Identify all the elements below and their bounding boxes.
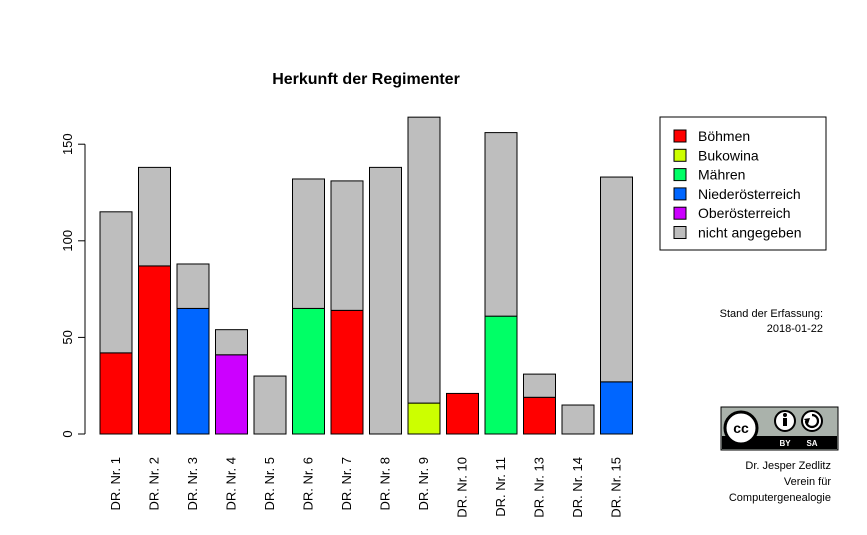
bar-segment	[484, 132, 518, 317]
x-tick-label: DR. Nr. 13	[532, 457, 547, 518]
x-tick-label: DR. Nr. 15	[609, 457, 624, 518]
legend-label: Oberösterreich	[698, 205, 791, 221]
bar-segment	[330, 180, 364, 311]
bar-segment	[176, 307, 210, 435]
bar-segment	[99, 352, 133, 435]
bar-segment	[407, 402, 441, 435]
bar-segment	[561, 404, 595, 435]
by-label: BY	[779, 439, 791, 448]
x-tick-label: DR. Nr. 14	[570, 457, 585, 518]
bar-segment	[138, 166, 171, 267]
author-annotation: Dr. Jesper Zedlitz Verein für Computerge…	[729, 460, 831, 504]
bar-segment	[369, 166, 402, 435]
bar-segment	[407, 116, 441, 404]
x-tick-label: DR. Nr. 9	[416, 457, 431, 510]
x-tick-label: DR. Nr. 1	[108, 457, 123, 510]
bar-segment	[176, 263, 210, 309]
x-axis-labels: DR. Nr. 1 DR. Nr. 2 DR. Nr. 3 DR. Nr. 4 DR. …	[108, 457, 624, 518]
bar-segment	[138, 265, 171, 435]
bar-segment	[446, 392, 479, 435]
x-tick-label: DR. Nr. 8	[378, 457, 393, 510]
bar-segment	[600, 176, 633, 383]
x-tick-label: DR. Nr. 4	[224, 457, 239, 510]
legend-swatch	[673, 226, 687, 239]
bar-segment	[215, 354, 248, 435]
y-tick-label: 100	[60, 230, 75, 252]
x-tick-label: DR. Nr. 7	[339, 457, 354, 510]
legend-swatch	[673, 148, 687, 162]
x-tick-label: DR. Nr. 2	[147, 457, 162, 510]
legend-label: nicht angegeben	[698, 225, 802, 241]
author-org-line2: Computergenealogie	[729, 492, 831, 504]
legend-box	[659, 116, 827, 251]
legend-label: Mähren	[698, 167, 745, 183]
cc-license-badge: cc BY SA	[720, 406, 839, 451]
stand-annotation: Stand der Erfassung: 2018-01-22	[720, 308, 823, 335]
y-axis: 0 50 100 150	[60, 133, 86, 438]
bar-segment	[215, 329, 248, 356]
x-tick-label: DR. Nr. 6	[301, 457, 316, 510]
legend: Böhmen Bukowina Mähren Niederösterreich Ober…	[659, 116, 827, 251]
stand-label: Stand der Erfassung:	[720, 308, 823, 320]
y-tick-label: 150	[60, 133, 75, 155]
bar-segment	[292, 307, 325, 435]
bar-segment	[523, 396, 556, 435]
legend-label: Böhmen	[698, 128, 750, 144]
x-tick-label: DR. Nr. 3	[185, 457, 200, 510]
legend-swatch	[673, 206, 687, 220]
bar-segment	[484, 315, 518, 435]
legend-swatch	[673, 187, 687, 201]
bar-segment	[292, 178, 325, 309]
legend-label: Niederösterreich	[698, 186, 801, 202]
x-tick-label: DR. Nr. 10	[455, 457, 470, 518]
legend-swatch	[673, 129, 687, 143]
x-tick-label: DR. Nr. 5	[262, 457, 277, 510]
y-tick-label: 50	[60, 330, 75, 344]
bar-segment	[253, 375, 287, 435]
bar-segment	[99, 211, 133, 354]
x-tick-label: DR. Nr. 11	[493, 457, 508, 517]
cc-label: cc	[733, 420, 749, 436]
bars	[99, 116, 633, 435]
bar-segment	[330, 309, 364, 435]
legend-swatch	[673, 168, 687, 182]
sa-label: SA	[806, 439, 817, 448]
legend-label: Bukowina	[698, 147, 759, 163]
cc-icon	[723, 410, 759, 446]
bar-segment	[523, 373, 556, 398]
author-name: Dr. Jesper Zedlitz	[745, 460, 831, 472]
stand-date: 2018-01-22	[767, 323, 823, 335]
y-tick-label: 0	[60, 430, 75, 437]
bar-segment	[600, 381, 633, 435]
author-org-line1: Verein für	[784, 476, 831, 488]
chart-title: Herkunft der Regimenter	[272, 71, 460, 88]
